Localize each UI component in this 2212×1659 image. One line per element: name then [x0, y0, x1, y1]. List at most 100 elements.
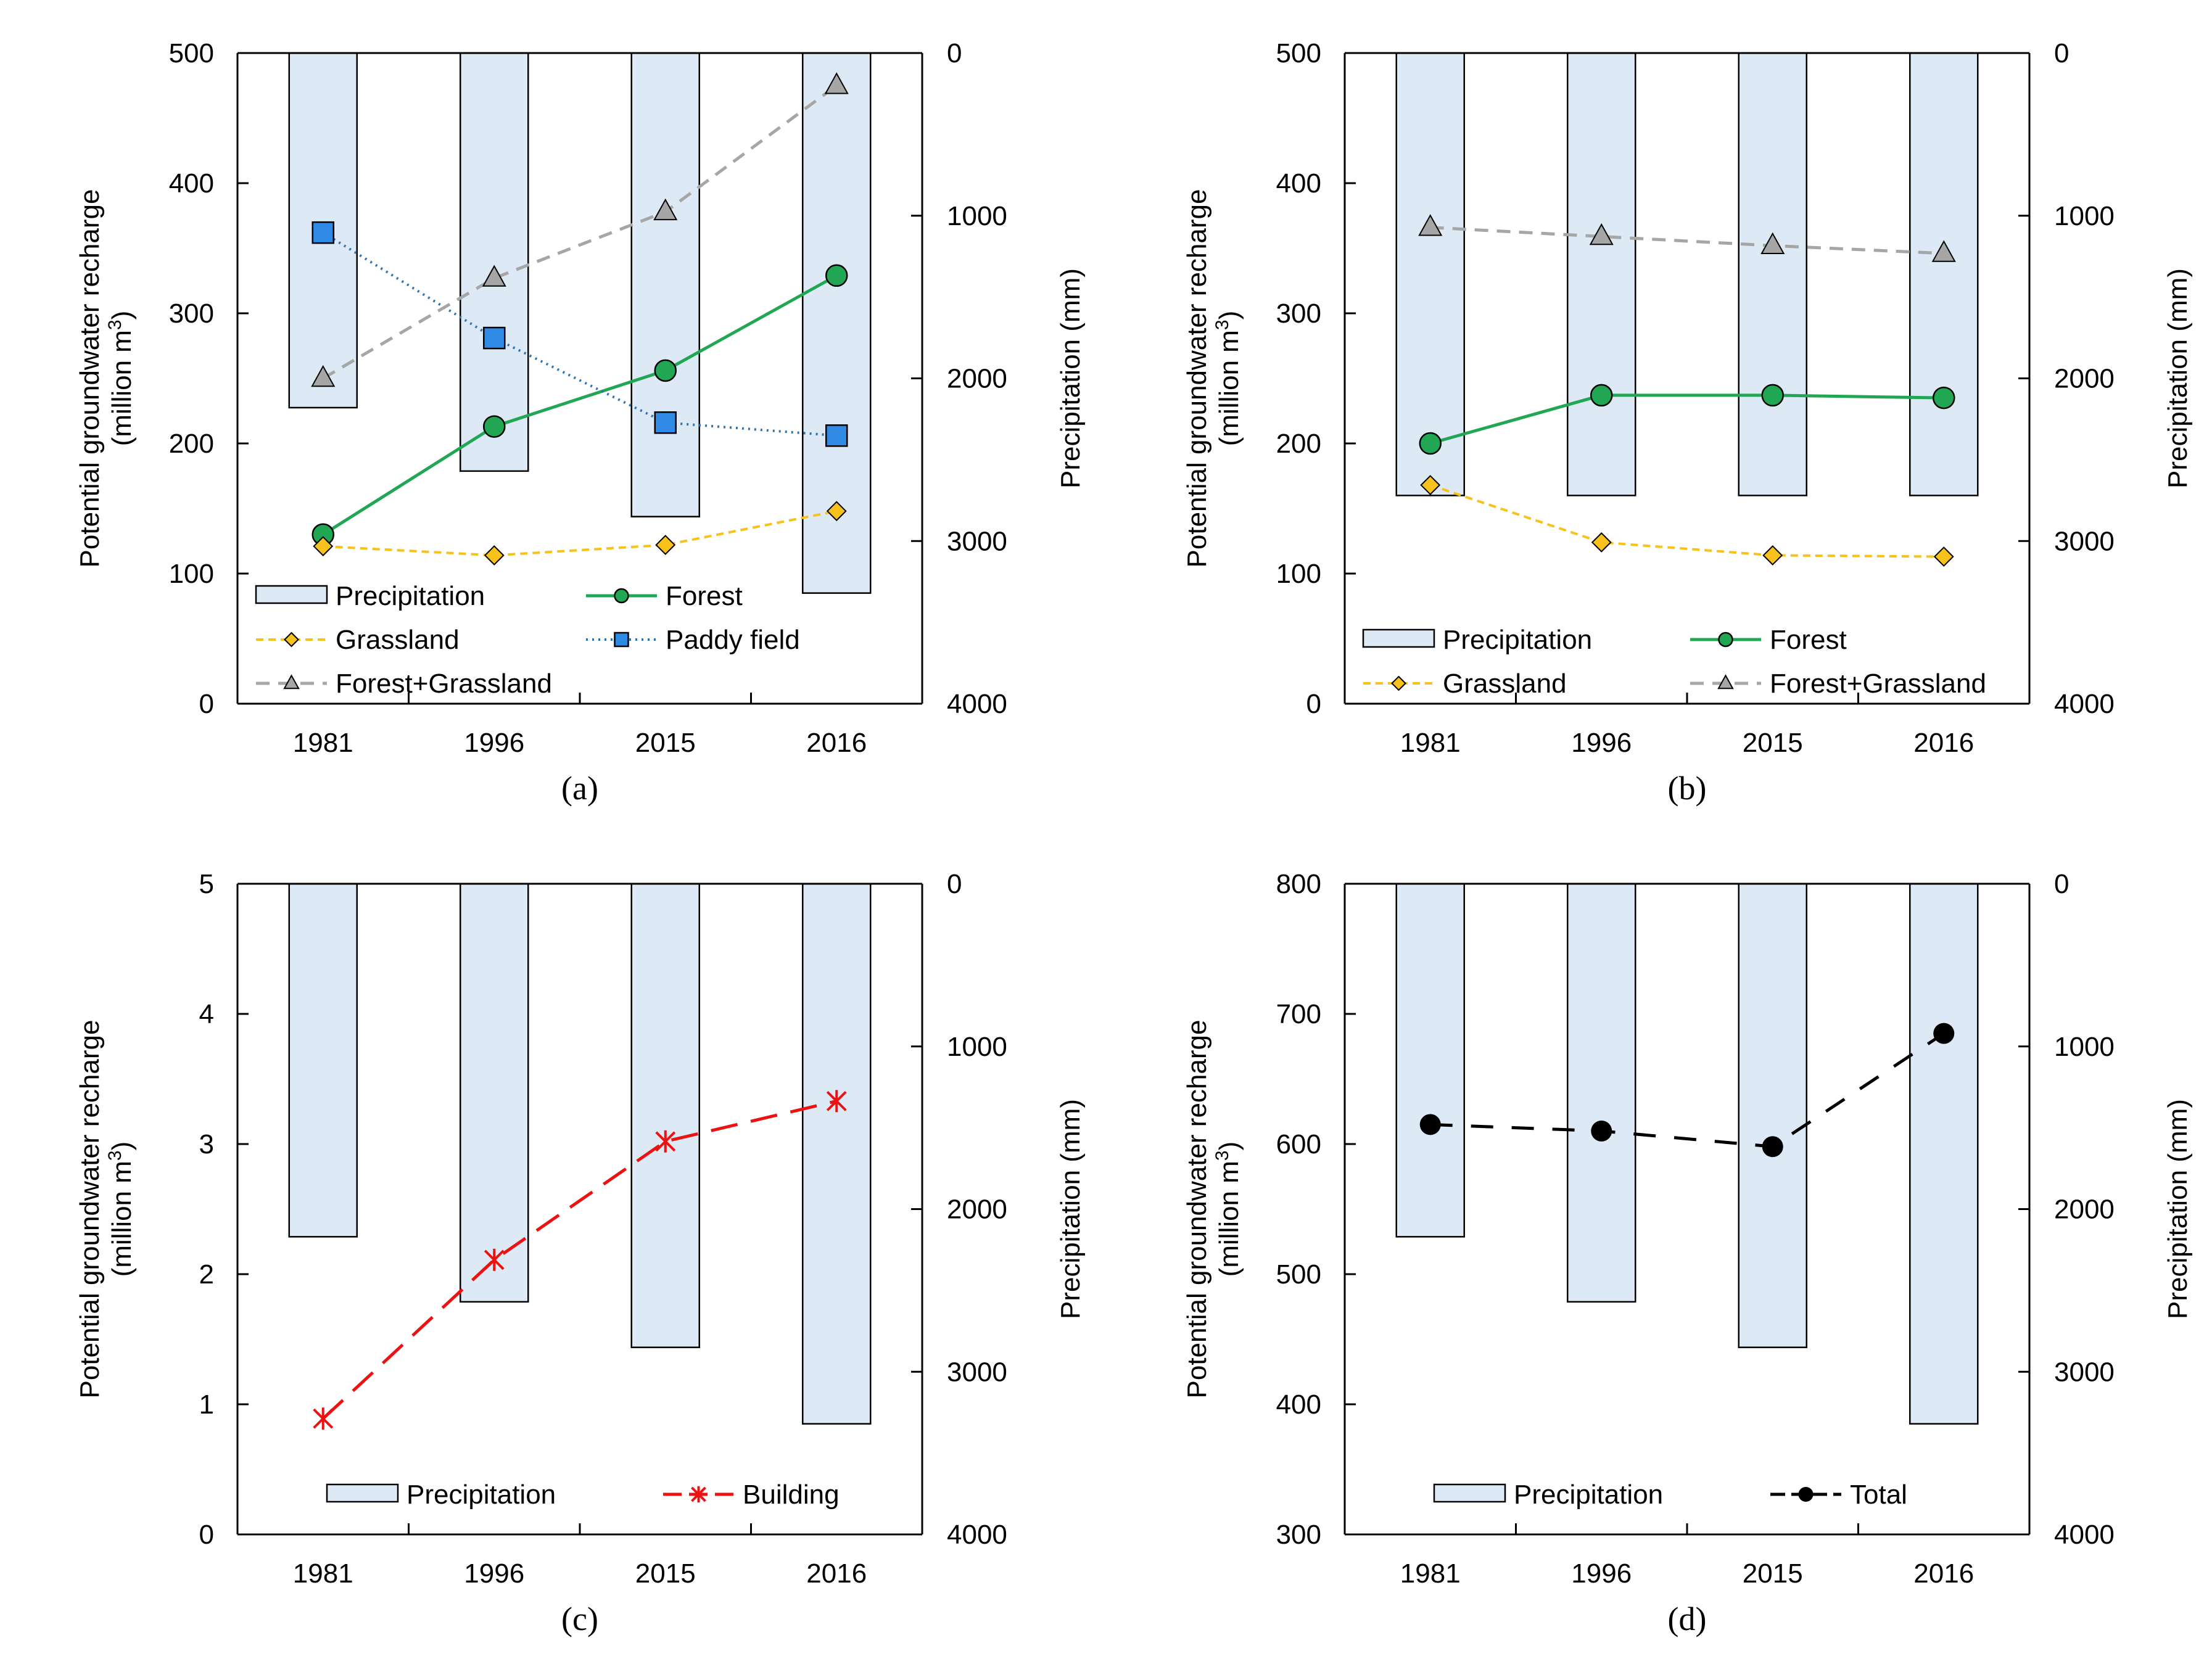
series-point-forest_grassland — [482, 265, 506, 287]
x-tick-label: 2015 — [1743, 1558, 1803, 1589]
legend-label: Grassland — [336, 625, 460, 655]
precipitation-bar — [460, 52, 529, 472]
y2-tick-label: 2000 — [947, 364, 1007, 394]
x-tick-label: 1981 — [293, 728, 353, 758]
y-tick-label: 300 — [1276, 298, 1321, 329]
y-axis-title-line2: (million m — [107, 330, 137, 446]
legend-marker-grassland — [1391, 675, 1406, 691]
legend-marker-forest — [1718, 632, 1733, 648]
y-tick-label: 500 — [1276, 38, 1321, 68]
legend-marker-building — [691, 1486, 706, 1503]
y-axis-title: Potential groundwater recharge(million m… — [1182, 189, 1244, 568]
y2-tick-label: 2000 — [2054, 1195, 2115, 1225]
chart-panel-b: 0 100 200 300 400 500 0 1000 2000 3000 4000 1981 199… — [1182, 38, 2193, 807]
series-point-grassland — [313, 536, 334, 557]
y-tick-label: 500 — [169, 38, 214, 68]
y2-tick-label: 4000 — [947, 1520, 1007, 1550]
y2-tick-label: 4000 — [2054, 1520, 2115, 1550]
y2-tick-label: 3000 — [2054, 526, 2115, 556]
series-point-forest_grassland — [1760, 232, 1785, 255]
y-axis-title-superscript: 3 — [105, 319, 125, 330]
x-tick-label: 1981 — [293, 1558, 353, 1589]
precipitation-bar — [630, 883, 700, 1348]
legend-label: Precipitation — [1443, 625, 1592, 655]
legend-label: Building — [743, 1480, 840, 1510]
series-point-forest_grassland — [653, 198, 678, 221]
legend-label: Total — [1850, 1480, 1907, 1510]
legend-label: Forest+Grassland — [336, 669, 552, 699]
series-point-paddy — [654, 411, 677, 434]
series-point-paddy — [483, 326, 506, 350]
y-axis-title: Potential groundwater recharge(million m… — [75, 1020, 137, 1399]
y-tick-label: 400 — [169, 168, 214, 199]
legend-label: Forest+Grassland — [1770, 669, 1986, 699]
legend-label: Precipitation — [1514, 1480, 1663, 1510]
series-line-building — [322, 1099, 837, 1420]
x-tick-label: 2015 — [635, 1558, 696, 1589]
series-line-total — [1430, 1032, 1945, 1148]
y-tick-label: 300 — [1276, 1520, 1321, 1550]
series-point-forest — [1761, 384, 1784, 407]
precipitation-bar — [1909, 52, 1979, 496]
legend: Precipitation Forest Grassland Forest+Grass… — [1362, 625, 1986, 699]
precipitation-bar — [1567, 52, 1636, 496]
y2-axis-title: Precipitation (mm) — [2163, 1099, 2193, 1319]
legend-label: Paddy field — [666, 625, 800, 655]
y-tick-label: 3 — [199, 1129, 214, 1159]
y-axis-title-close: ) — [1214, 1142, 1244, 1151]
legend-swatch-precipitation — [1362, 628, 1435, 648]
series-point-forest_grassland — [824, 72, 849, 94]
y2-tick-label: 4000 — [2054, 689, 2115, 719]
series-line-grassland — [1430, 484, 1944, 558]
y-tick-label: 600 — [1276, 1129, 1321, 1159]
y2-tick-label: 4000 — [947, 689, 1007, 719]
series-line-forest — [322, 274, 838, 536]
x-tick-label: 1996 — [1571, 1558, 1632, 1589]
y-tick-label: 700 — [1276, 999, 1321, 1029]
y-tick-label: 0 — [199, 689, 214, 719]
y-axis-title-line2: (million m — [1214, 330, 1244, 446]
y2-axis-title: Precipitation (mm) — [1055, 268, 1086, 488]
y2-tick-label: 0 — [947, 869, 962, 899]
y-tick-label: 0 — [1306, 689, 1321, 719]
x-tick-label: 1996 — [464, 1558, 524, 1589]
y2-tick-label: 2000 — [947, 1195, 1007, 1225]
y-tick-label: 100 — [1276, 559, 1321, 589]
series-point-paddy — [312, 221, 334, 244]
y-axis-title-line1: Potential groundwater recharge — [1182, 189, 1212, 568]
y-axis-title-superscript: 3 — [1212, 1150, 1232, 1161]
x-tick-label: 2016 — [1913, 728, 1974, 758]
legend-label: Precipitation — [336, 581, 485, 611]
series-point-grassland — [1591, 532, 1612, 553]
y2-tick-label: 1000 — [947, 201, 1007, 231]
legend-marker-forest_grassland — [283, 674, 300, 690]
series-point-paddy — [825, 424, 848, 447]
y-tick-label: 1 — [199, 1389, 214, 1420]
y2-tick-label: 3000 — [947, 526, 1007, 556]
precipitation-bar — [1738, 883, 1807, 1348]
y2-axis-title: Precipitation (mm) — [2163, 268, 2193, 488]
precipitation-bar — [802, 883, 872, 1425]
precipitation-bar — [288, 883, 358, 1238]
x-tick-label: 2015 — [1743, 728, 1803, 758]
precipitation-bar — [1738, 52, 1807, 496]
series-line-paddy — [322, 231, 837, 437]
y-tick-label: 400 — [1276, 1389, 1321, 1420]
series-point-building — [826, 1090, 847, 1113]
y-axis-title-superscript: 3 — [1212, 319, 1232, 330]
precipitation-bar — [1395, 52, 1465, 496]
y-tick-label: 300 — [169, 298, 214, 329]
x-tick-label: 1981 — [1400, 728, 1461, 758]
series-point-forest_grassland — [1931, 240, 1956, 262]
y-axis-title-line1: Potential groundwater recharge — [1182, 1020, 1212, 1399]
y-axis-title-line1: Potential groundwater recharge — [75, 1020, 105, 1399]
series-line-forest_grassland — [1430, 226, 1944, 255]
panel-label: (d) — [1668, 1600, 1707, 1637]
x-tick-label: 2016 — [806, 728, 867, 758]
series-point-forest_grassland — [311, 364, 336, 387]
y-axis-title-superscript: 3 — [105, 1150, 125, 1161]
legend-marker-grassland — [284, 632, 299, 648]
y-tick-label: 400 — [1276, 168, 1321, 199]
y-tick-label: 5 — [199, 869, 214, 899]
